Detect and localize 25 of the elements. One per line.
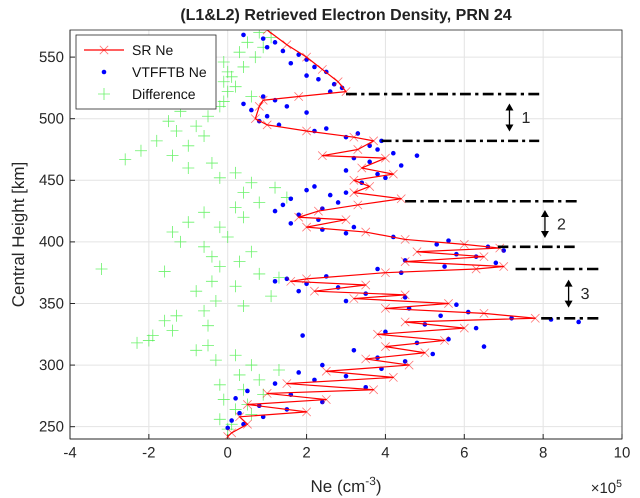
annotation: 2 xyxy=(556,216,566,234)
x-tick-label: -4 xyxy=(63,444,77,462)
y-axis-title: Central Height [km] xyxy=(9,162,28,308)
legend-label: SR Ne xyxy=(132,42,174,58)
legend-label: Difference xyxy=(132,86,196,102)
y-tick-label: 350 xyxy=(38,295,64,312)
y-tick-label: 250 xyxy=(38,418,64,436)
x-tick-label: 2 xyxy=(302,444,311,462)
annotation: 1 xyxy=(521,110,530,128)
chart-title: (L1&L2) Retrieved Electron Density, PRN 24 xyxy=(180,7,512,24)
annotation: 3 xyxy=(580,286,590,304)
y-tick-label: 400 xyxy=(38,234,64,251)
legend-label: VTFFTB Ne xyxy=(132,64,207,80)
x-tick-label: 6 xyxy=(460,444,468,462)
x-tick-label: 0 xyxy=(224,444,232,462)
x-tick-label: -2 xyxy=(142,444,156,462)
y-tick-label: 450 xyxy=(38,172,64,190)
y-tick-label: 300 xyxy=(38,356,64,374)
x-tick-label: 8 xyxy=(538,444,548,462)
text: ×10$^{5}$ xyxy=(590,478,622,497)
x-tick-label: 4 xyxy=(381,444,390,462)
x-axis-title: Ne (cm$^{-3}$) xyxy=(310,474,382,496)
x-tick-label: 10 xyxy=(614,444,630,462)
y-tick-label: 550 xyxy=(38,48,64,66)
y-tick-label: 500 xyxy=(38,110,64,128)
